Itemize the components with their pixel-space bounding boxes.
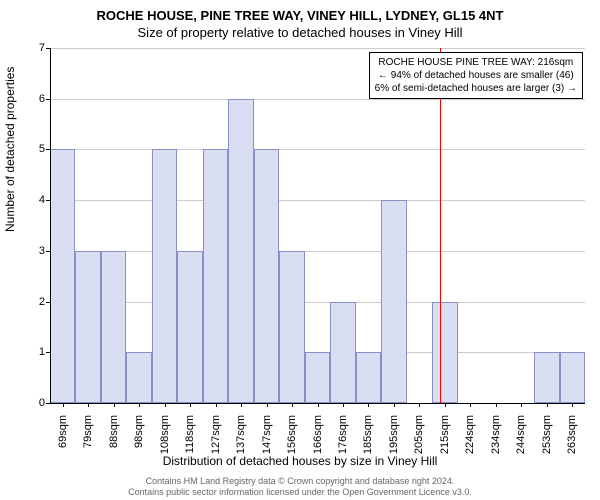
legend-line: 6% of semi-detached houses are larger (3… (375, 82, 577, 95)
histogram-bar (101, 251, 126, 403)
x-tick-mark (139, 403, 140, 407)
y-tick-mark (46, 352, 50, 353)
histogram-bar (126, 352, 151, 403)
footer-line-2: Contains public sector information licen… (0, 487, 600, 498)
grid-line (50, 48, 585, 49)
y-tick-mark (46, 99, 50, 100)
x-tick-mark (267, 403, 268, 407)
histogram-bar (75, 251, 100, 403)
y-tick-label: 1 (39, 346, 45, 358)
y-tick-label: 4 (39, 194, 45, 206)
x-axis-label: Distribution of detached houses by size … (0, 454, 600, 468)
x-tick-mark (572, 403, 573, 407)
x-tick-mark (394, 403, 395, 407)
x-tick-mark (292, 403, 293, 407)
y-axis-line (50, 48, 51, 403)
y-tick-label: 5 (39, 143, 45, 155)
grid-line (50, 251, 585, 252)
x-tick-mark (63, 403, 64, 407)
x-tick-mark (521, 403, 522, 407)
y-tick-mark (46, 302, 50, 303)
y-tick-mark (46, 200, 50, 201)
histogram-bar (152, 149, 177, 403)
histogram-bar (50, 149, 75, 403)
legend-line: ← 94% of detached houses are smaller (46… (375, 69, 577, 82)
x-tick-mark (114, 403, 115, 407)
x-tick-mark (190, 403, 191, 407)
x-tick-mark (216, 403, 217, 407)
x-tick-mark (419, 403, 420, 407)
x-tick-mark (88, 403, 89, 407)
x-tick-mark (470, 403, 471, 407)
x-tick-mark (318, 403, 319, 407)
y-tick-label: 6 (39, 93, 45, 105)
histogram-bar (305, 352, 330, 403)
x-tick-mark (547, 403, 548, 407)
histogram-bar (228, 99, 253, 403)
histogram-bar (279, 251, 304, 403)
marker-line (440, 48, 441, 403)
chart-container: ROCHE HOUSE, PINE TREE WAY, VINEY HILL, … (0, 0, 600, 500)
histogram-bar (381, 200, 406, 403)
histogram-bar (177, 251, 202, 403)
chart-title-1: ROCHE HOUSE, PINE TREE WAY, VINEY HILL, … (0, 0, 600, 23)
y-axis-label: Number of detached properties (3, 67, 17, 232)
histogram-bar (432, 302, 457, 403)
histogram-bar (356, 352, 381, 403)
x-tick-mark (241, 403, 242, 407)
histogram-bar (254, 149, 279, 403)
y-tick-mark (46, 403, 50, 404)
y-tick-label: 7 (39, 42, 45, 54)
histogram-bar (534, 352, 559, 403)
x-tick-mark (343, 403, 344, 407)
histogram-bar (330, 302, 355, 403)
grid-line (50, 149, 585, 150)
x-tick-mark (496, 403, 497, 407)
y-tick-label: 2 (39, 296, 45, 308)
x-tick-mark (165, 403, 166, 407)
footer-line-1: Contains HM Land Registry data © Crown c… (0, 476, 600, 487)
y-tick-mark (46, 149, 50, 150)
histogram-bar (560, 352, 585, 403)
histogram-bar (203, 149, 228, 403)
y-tick-label: 0 (39, 397, 45, 409)
y-tick-label: 3 (39, 245, 45, 257)
legend-box: ROCHE HOUSE PINE TREE WAY: 216sqm← 94% o… (369, 52, 583, 99)
grid-line (50, 302, 585, 303)
x-tick-mark (445, 403, 446, 407)
y-tick-mark (46, 251, 50, 252)
plot-area (50, 48, 585, 403)
x-tick-mark (368, 403, 369, 407)
grid-line (50, 200, 585, 201)
legend-line: ROCHE HOUSE PINE TREE WAY: 216sqm (375, 56, 577, 69)
chart-title-2: Size of property relative to detached ho… (0, 23, 600, 40)
y-tick-mark (46, 48, 50, 49)
footer: Contains HM Land Registry data © Crown c… (0, 476, 600, 498)
